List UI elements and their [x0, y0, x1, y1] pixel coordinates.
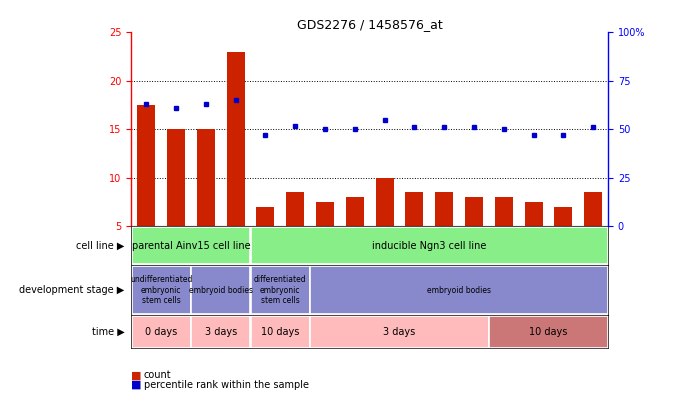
Bar [131, 316, 191, 347]
Bar [495, 197, 513, 226]
Bar [197, 129, 215, 226]
Bar [286, 192, 304, 226]
Bar [584, 192, 602, 226]
Text: 10 days: 10 days [261, 327, 299, 337]
Bar [310, 316, 489, 347]
Bar [316, 202, 334, 226]
Text: 0 days: 0 days [145, 327, 177, 337]
Text: ■: ■ [131, 371, 142, 380]
Bar [191, 266, 250, 314]
Bar [435, 192, 453, 226]
Bar [554, 207, 572, 226]
Bar [406, 192, 424, 226]
Bar [191, 316, 250, 347]
Text: ■: ■ [131, 380, 142, 390]
Bar [310, 266, 608, 314]
Text: differentiated
embryonic
stem cells: differentiated embryonic stem cells [254, 275, 307, 305]
Bar [131, 227, 250, 264]
Text: embryoid bodies: embryoid bodies [427, 286, 491, 294]
Bar [251, 227, 608, 264]
Bar [251, 316, 310, 347]
Bar [376, 178, 393, 226]
Bar [489, 316, 608, 347]
Text: percentile rank within the sample: percentile rank within the sample [144, 380, 309, 390]
Text: undifferentiated
embryonic
stem cells: undifferentiated embryonic stem cells [130, 275, 192, 305]
Text: cell line ▶: cell line ▶ [76, 241, 124, 251]
Bar [167, 129, 185, 226]
Bar [346, 197, 363, 226]
Bar [524, 202, 542, 226]
Title: GDS2276 / 1458576_at: GDS2276 / 1458576_at [297, 18, 442, 31]
Text: time ▶: time ▶ [92, 327, 124, 337]
Bar [251, 266, 310, 314]
Bar [131, 266, 191, 314]
Text: 10 days: 10 days [529, 327, 568, 337]
Text: 3 days: 3 days [205, 327, 237, 337]
Text: development stage ▶: development stage ▶ [19, 285, 124, 295]
Bar [256, 207, 274, 226]
Text: 3 days: 3 days [384, 327, 415, 337]
Bar [465, 197, 483, 226]
Text: count: count [144, 371, 171, 380]
Text: embryoid bodies: embryoid bodies [189, 286, 253, 294]
Bar [138, 105, 155, 226]
Text: parental Ainv15 cell line: parental Ainv15 cell line [131, 241, 250, 251]
Text: inducible Ngn3 cell line: inducible Ngn3 cell line [372, 241, 486, 251]
Bar [227, 52, 245, 226]
